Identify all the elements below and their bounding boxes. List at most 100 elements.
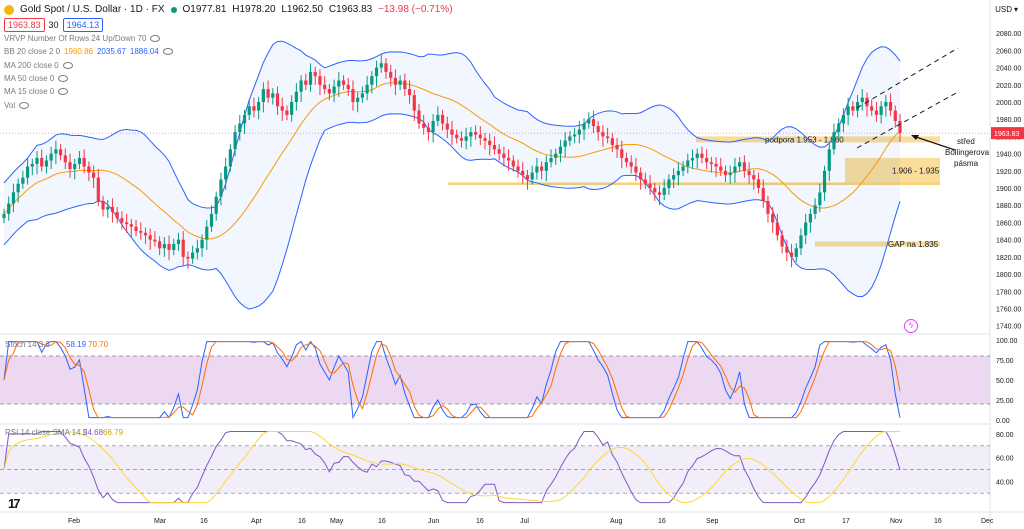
stoch-tick-label: 25.00: [996, 398, 1014, 405]
candle-body: [110, 206, 115, 213]
candle-body: [327, 89, 331, 94]
candle-body: [535, 166, 539, 173]
candle-body: [709, 162, 713, 164]
candle-body: [459, 138, 464, 141]
candle-body: [181, 239, 185, 257]
candle-body: [591, 119, 596, 127]
candle-body: [488, 140, 492, 146]
candle-body: [337, 80, 341, 87]
candle-body: [898, 120, 902, 134]
candle-body: [266, 89, 270, 98]
candle-body: [374, 67, 379, 77]
indicator-label: BB 20 close 2 0: [4, 47, 61, 57]
indicator-legend-row[interactable]: Vol: [4, 101, 30, 110]
candle-body: [40, 157, 44, 167]
candle-body: [511, 160, 515, 167]
candle-body: [789, 252, 794, 257]
stoch-tick-label: 50.00: [996, 378, 1014, 385]
candle-body: [351, 89, 355, 102]
rsi-tick-label: 60.00: [996, 456, 1014, 463]
candle-body: [294, 91, 298, 102]
eye-icon[interactable]: [58, 74, 69, 82]
candle-body: [162, 243, 166, 249]
candle-body: [544, 162, 548, 171]
buy-price-button[interactable]: 1964.13: [62, 18, 104, 32]
candle-body: [186, 256, 190, 259]
candle-body: [525, 175, 530, 180]
symbol-title[interactable]: Gold Spot / U.S. Dollar · 1D · FX: [20, 4, 165, 15]
price-tick-label: 1880.00: [996, 203, 1021, 210]
time-axis-label: Feb: [68, 518, 80, 525]
candle-body: [473, 132, 478, 135]
candle-body: [77, 157, 82, 164]
candle-body: [728, 172, 732, 176]
candle-body: [214, 196, 218, 214]
arrowhead-icon: [911, 135, 919, 140]
time-axis-label: Jul: [520, 518, 529, 525]
stoch-d-line: [3, 341, 901, 419]
candle-body: [799, 235, 803, 249]
candle-body: [73, 163, 77, 170]
candle-body: [733, 166, 737, 173]
candle-body: [478, 134, 482, 139]
change-value: −13.98 (−0.71%): [378, 4, 453, 15]
candle-body: [426, 127, 431, 133]
price-tick-label: 1840.00: [996, 238, 1021, 245]
time-axis-label: Oct: [794, 518, 805, 525]
candle-body: [846, 106, 850, 115]
indicator-label: MA 50 close 0: [4, 73, 55, 83]
market-status-icon: [170, 6, 177, 13]
stoch-tick-label: 100.00: [996, 338, 1018, 345]
candle-body: [690, 157, 695, 161]
eye-icon[interactable]: [150, 35, 161, 42]
price-tick-label: 2060.00: [996, 48, 1021, 55]
candle-body: [705, 157, 709, 163]
candle-body: [143, 232, 148, 236]
candle-body: [794, 248, 798, 257]
indicator-value: 1886.04: [129, 47, 159, 57]
indicator-legend-row[interactable]: MA 50 close 0: [4, 73, 69, 83]
stoch-tick-label: 0.00: [996, 418, 1010, 425]
indicator-legend-row[interactable]: VRVP Number Of Rows 24 Up/Down 70: [4, 34, 161, 43]
indicator-label: MA 200 close 0: [4, 60, 59, 70]
candle-body: [870, 106, 874, 111]
candle-body: [82, 157, 86, 167]
candle-body: [756, 179, 761, 189]
time-axis-label: Aug: [610, 518, 623, 525]
price-axis[interactable]: [990, 0, 1024, 529]
ohlc-values: O1977.81 H1978.20 L1962.50 C1963.83 −13.…: [183, 4, 456, 15]
candle-body: [643, 179, 647, 184]
candle-body: [516, 166, 520, 171]
spread-value: 30: [48, 20, 59, 30]
currency-selector[interactable]: USD ▾: [995, 5, 1018, 14]
eye-icon[interactable]: [19, 101, 30, 109]
eye-icon[interactable]: [162, 48, 173, 56]
candle-body: [129, 224, 133, 227]
bollinger-upper-band: [3, 40, 901, 209]
rsi-label: RSI 14 close SMA 14 2: [5, 428, 88, 437]
indicator-legend-row[interactable]: MA 15 close 0: [4, 87, 69, 96]
indicator-legend-row[interactable]: MA 200 close 0: [4, 61, 73, 70]
bollinger-lower-band: [3, 113, 901, 310]
candle-body: [49, 153, 53, 161]
candle-body: [742, 162, 746, 171]
candle-body: [818, 192, 822, 206]
price-tick-label: 2020.00: [996, 83, 1021, 90]
candle-body: [497, 149, 501, 154]
candle-body: [813, 205, 817, 214]
bollinger-basis: [3, 82, 901, 240]
candle-body: [224, 166, 228, 180]
candle-body: [648, 183, 652, 189]
candle-body: [657, 192, 662, 195]
candle-body: [228, 149, 232, 167]
candle-body: [445, 123, 449, 130]
tradingview-logo-icon[interactable]: 17: [8, 496, 21, 511]
candle-body: [290, 101, 294, 115]
sell-price-button[interactable]: 1963.83: [4, 18, 45, 32]
candle-body: [200, 239, 204, 249]
eye-icon[interactable]: [58, 88, 69, 96]
indicator-legend-row[interactable]: BB 20 close 2 0 1960.86 2035.67 1886.04: [4, 47, 173, 56]
eye-icon[interactable]: [62, 61, 73, 69]
lightning-icon[interactable]: ϟ: [904, 319, 918, 333]
